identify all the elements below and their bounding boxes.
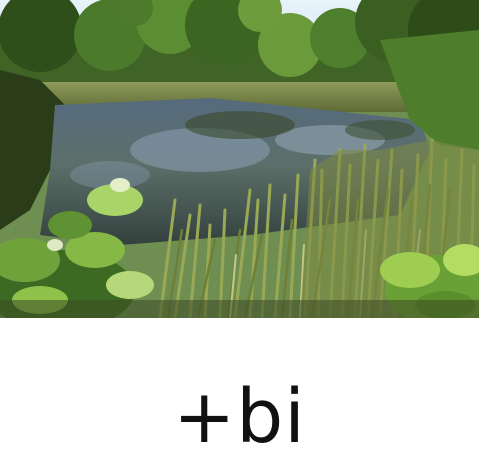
right-bank-trees <box>380 30 479 150</box>
pond-photo <box>0 0 479 318</box>
caption-text: +bi <box>173 374 306 460</box>
left-shore <box>0 70 70 230</box>
pond-photo-illustration <box>0 0 479 318</box>
